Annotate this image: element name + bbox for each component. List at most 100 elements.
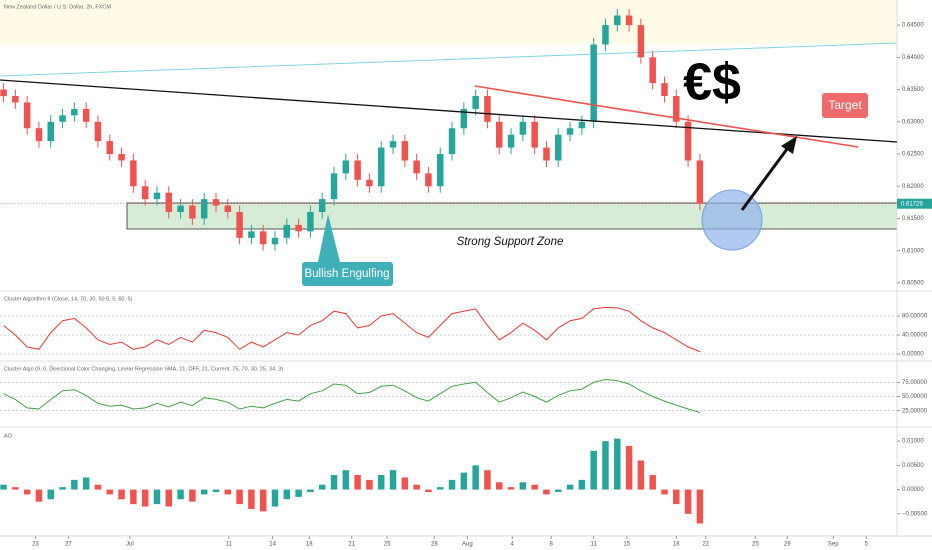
candle-body [153,192,161,200]
x-tick-label: 21 [348,542,355,548]
candle-body [484,96,491,122]
histogram-bar [377,475,385,490]
candle-body [661,83,668,97]
arrow-head [781,136,797,154]
histogram-bar [566,484,574,490]
y-tick-label: 40.00000 [902,333,928,339]
pattern-pointer [318,214,340,262]
histogram-bar [165,489,173,507]
candle-body [566,128,574,135]
x-tick-label: 4 [511,542,515,548]
candle-body [436,154,444,187]
y-tick-label: 0.00500 [902,463,924,469]
candle-body [625,15,633,26]
candle-body [366,179,373,187]
y-tick-label: 50.00000 [902,394,928,400]
candle-body [673,96,680,122]
histogram-bar [614,438,621,490]
candle-body [555,134,562,161]
histogram-bar [295,489,302,497]
candle-body [637,25,645,58]
y-tick-label: 0.63000 [902,119,924,125]
histogram-bar [484,470,491,490]
candle-body [342,160,350,174]
candle-body [106,141,114,155]
histogram-bar [259,489,267,512]
histogram-bar [236,489,243,505]
candle-body [248,231,255,238]
x-tick-label: Jul [126,542,134,548]
histogram-bar [389,470,397,490]
histogram-bar [401,477,409,490]
candle-body [614,15,621,26]
candle-body [448,128,456,155]
histogram-bar [555,489,562,492]
indicator-line [3,378,701,413]
target-label: Target [828,98,862,112]
y-tick-label: 0.60500 [902,280,924,286]
x-tick-label: 25 [752,542,759,548]
candle-body [259,231,267,245]
histogram-bar [354,475,361,490]
candle-body [47,121,54,142]
y-tick-label: 0.01000 [902,439,924,445]
histogram-bar [684,489,692,514]
candle-body [118,154,125,161]
x-tick-label: 28 [431,542,438,548]
histogram-bar [673,489,680,505]
histogram-bar [460,472,468,490]
histogram-bar [0,484,7,490]
y-tick-label: 25.00000 [902,408,928,414]
y-tick-label: 0.61500 [902,216,924,222]
candle-body [236,212,243,238]
candle-body [318,199,326,213]
histogram-bar [59,487,66,490]
histogram-bar [177,489,184,500]
support-zone [126,202,898,230]
x-tick-label: 29 [784,542,791,548]
candle-body [330,173,338,200]
candle-body [177,205,184,213]
candle-body [425,173,432,187]
histogram-bar [307,489,314,492]
zone-label: Strong Support Zone [457,236,564,248]
histogram-bar [531,484,538,490]
candle-body [578,121,586,129]
candle-body [519,121,527,135]
x-tick-label: 11 [226,542,233,548]
histogram-bar [649,475,656,490]
histogram-bar [106,489,114,495]
last-price-box [897,198,932,209]
x-tick-label: 15 [623,542,630,548]
candle-body [271,237,279,245]
histogram-bar [590,450,597,490]
candle-body [200,199,208,219]
candle-body [94,121,102,142]
histogram-bar [366,479,373,490]
histogram-bar [200,489,208,495]
candle-body [141,186,149,200]
candle-body [602,25,609,45]
candle-body [59,115,66,122]
last-price-label: 0.61729 [901,201,923,207]
y-tick-label: 0.62500 [902,152,924,158]
y-tick-label: 0.00000 [902,487,924,493]
x-tick-label: 22 [702,542,709,548]
histogram-bar [271,489,279,507]
candle-body [590,44,597,122]
y-tick-label: 0.64500 [902,23,924,29]
indicator-title: AO [4,433,13,439]
candle-body [224,205,232,213]
histogram-bar [47,489,54,500]
symbol-text: €$ [683,54,741,112]
candle-body [23,102,31,129]
histogram-bar [519,482,527,490]
highlight-circle [701,189,763,251]
x-tick-label: 5 [865,542,869,548]
histogram-bar [248,489,255,509]
x-tick-label: 23 [32,542,39,548]
candle-body [696,160,704,204]
candle-body [684,121,692,161]
y-tick-label: 80.00000 [902,314,928,320]
histogram-bar [283,489,291,500]
